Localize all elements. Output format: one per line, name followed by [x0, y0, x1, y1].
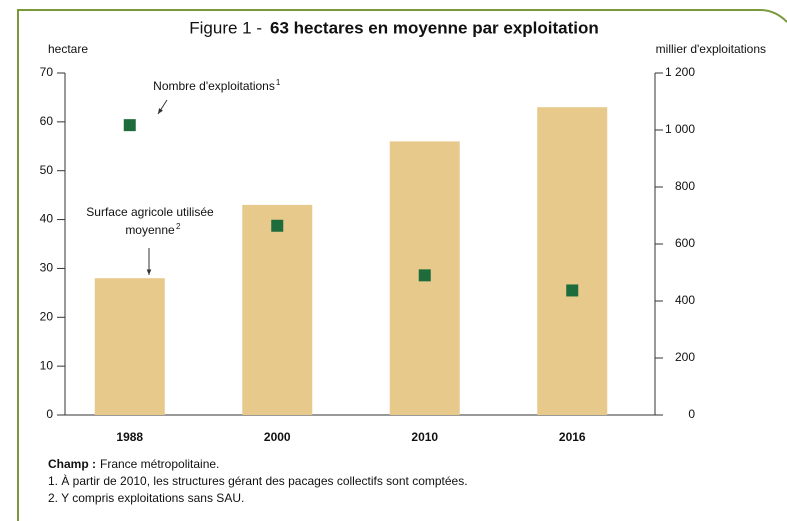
y-tick-label: 20 [40, 309, 54, 323]
x-tick-label: 2010 [411, 430, 438, 444]
point [418, 269, 431, 282]
y2-tick-label: 800 [675, 179, 695, 193]
y2-tick-label: 1 200 [665, 65, 695, 79]
footnote-bold: Champ : [48, 457, 96, 471]
frame [17, 9, 787, 521]
point [271, 219, 284, 232]
y-tick-label: 70 [40, 65, 54, 79]
bar [537, 107, 608, 415]
annotation: Surface agricole utilisée [86, 205, 214, 219]
x-tick-label: 2016 [559, 430, 586, 444]
arrow-head [146, 269, 152, 275]
y2-tick-label: 600 [675, 236, 695, 250]
footnote: 2. Y compris exploitations sans SAU. [48, 490, 468, 507]
footnote: Champ : France métropolitaine. [48, 456, 468, 473]
y-tick-label: 10 [40, 358, 54, 372]
y-tick-label: 50 [40, 163, 54, 177]
bar [94, 278, 165, 415]
footnote-mark: 1 [276, 78, 281, 87]
y-tick-label: 0 [46, 407, 53, 421]
y2-tick-label: 0 [688, 407, 695, 421]
annotation: moyenne [125, 223, 175, 237]
footnote-text: 2. Y compris exploitations sans SAU. [48, 491, 245, 505]
annotation: Nombre d'exploitations [153, 79, 275, 93]
footnote: 1. À partir de 2010, les structures géra… [48, 473, 468, 490]
x-tick-label: 2000 [264, 430, 291, 444]
footnote-text: 1. À partir de 2010, les structures géra… [48, 474, 468, 488]
y2-tick-label: 400 [675, 293, 695, 307]
y2-axis-label: millier d'exploitations [656, 42, 766, 56]
footnote-mark: 2 [176, 222, 181, 231]
chart-title: 63 hectares en moyenne par exploitation [270, 18, 599, 37]
x-tick-label: 1988 [116, 430, 143, 444]
y-tick-label: 60 [40, 114, 54, 128]
arrow-head [158, 108, 163, 114]
y-tick-label: 30 [40, 261, 54, 275]
footnotes: Champ : France métropolitaine. 1. À partir… [48, 456, 468, 507]
point [123, 119, 136, 132]
title-prefix: Figure 1 - [189, 18, 262, 37]
y2-tick-label: 1 000 [665, 122, 695, 136]
point [566, 284, 579, 297]
y2-tick-label: 200 [675, 350, 695, 364]
footnote-text: France métropolitaine. [100, 457, 220, 471]
y-axis-label: hectare [48, 42, 88, 56]
y-tick-label: 40 [40, 212, 54, 226]
bar [242, 204, 313, 415]
